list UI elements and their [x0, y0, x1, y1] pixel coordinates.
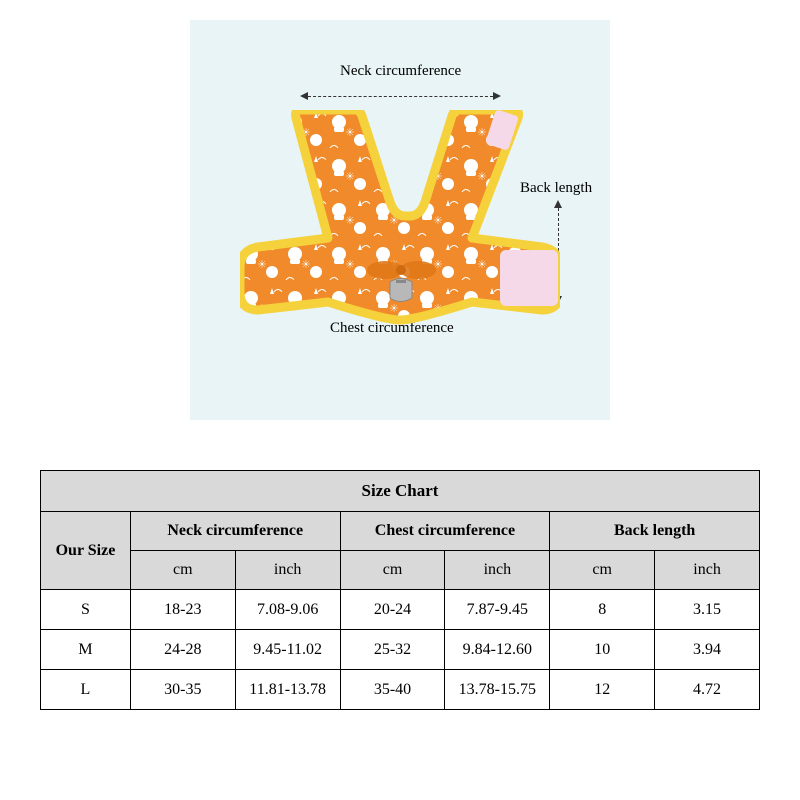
neck-arrow-right: [493, 92, 501, 100]
harness-illustration: [240, 110, 560, 340]
unit-cell: inch: [445, 551, 550, 590]
unit-cell: cm: [550, 551, 655, 590]
data-cell: 3.15: [655, 590, 760, 630]
data-cell: 12: [550, 670, 655, 710]
neck-label: Neck circumference: [340, 63, 461, 80]
size-cell: S: [41, 590, 131, 630]
data-cell: 25-32: [340, 630, 445, 670]
size-chart-table: Size Chart Our Size Neck circumference C…: [40, 470, 760, 710]
data-cell: 18-23: [130, 590, 235, 630]
data-cell: 7.08-9.06: [235, 590, 340, 630]
data-cell: 7.87-9.45: [445, 590, 550, 630]
group-neck: Neck circumference: [130, 512, 340, 551]
group-chest: Chest circumference: [340, 512, 550, 551]
size-header: Our Size: [41, 512, 131, 590]
data-cell: 10: [550, 630, 655, 670]
neck-measure-line: [308, 96, 493, 97]
data-cell: 9.45-11.02: [235, 630, 340, 670]
data-cell: 9.84-12.60: [445, 630, 550, 670]
table-row: S18-237.08-9.0620-247.87-9.4583.15: [41, 590, 760, 630]
data-cell: 35-40: [340, 670, 445, 710]
data-cell: 4.72: [655, 670, 760, 710]
table-row: M24-289.45-11.0225-329.84-12.60103.94: [41, 630, 760, 670]
data-cell: 20-24: [340, 590, 445, 630]
size-cell: L: [41, 670, 131, 710]
unit-cell: inch: [655, 551, 760, 590]
data-cell: 11.81-13.78: [235, 670, 340, 710]
group-back: Back length: [550, 512, 760, 551]
unit-cell: cm: [130, 551, 235, 590]
data-cell: 3.94: [655, 630, 760, 670]
data-cell: 24-28: [130, 630, 235, 670]
table-row: L30-3511.81-13.7835-4013.78-15.75124.72: [41, 670, 760, 710]
unit-cell: cm: [340, 551, 445, 590]
data-cell: 8: [550, 590, 655, 630]
diagram-panel: Neck circumference Back length Chest cir…: [190, 20, 610, 420]
data-cell: 13.78-15.75: [445, 670, 550, 710]
neck-arrow-left: [300, 92, 308, 100]
data-cell: 30-35: [130, 670, 235, 710]
table-title: Size Chart: [41, 471, 760, 512]
size-cell: M: [41, 630, 131, 670]
unit-cell: inch: [235, 551, 340, 590]
